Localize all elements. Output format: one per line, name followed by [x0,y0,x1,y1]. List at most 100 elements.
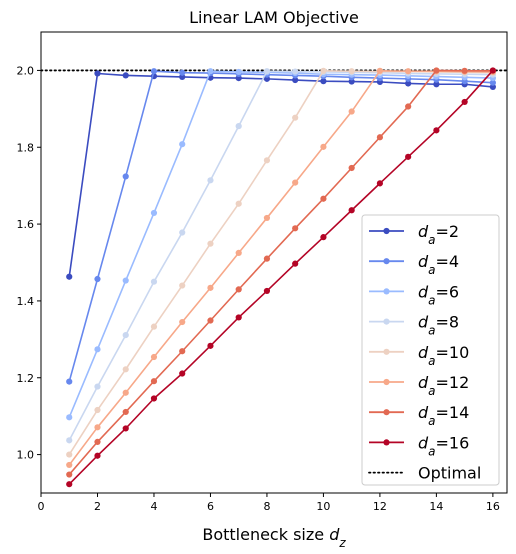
legend-entry: da=14 [369,403,469,428]
data-point [348,68,355,75]
legend-entry: da=6 [369,282,459,307]
data-point [150,278,158,285]
legend-marker [383,409,390,416]
x-axis: 0 2 4 6 8 10 12 14 16 [38,493,500,513]
legend-label: Optimal [418,464,481,483]
data-point [122,332,129,339]
data-point [292,179,299,186]
x-tick-label: 4 [150,500,157,513]
data-point [320,195,327,202]
legend-marker [383,318,390,325]
data-point [292,76,299,84]
data-point [405,68,412,75]
legend-marker [383,348,390,355]
series-line-3 [68,70,493,418]
data-point [66,273,73,280]
data-point [235,68,242,76]
data-point [150,378,158,385]
data-point [94,383,101,390]
legend-label: da=4 [418,252,459,277]
legend-label: da=16 [418,433,469,458]
legend: da=2 da=4 da=6 da=8 da=10 da=12 da=14 da=16 Opti… [361,214,500,486]
data-point [66,461,73,469]
data-point [94,275,101,283]
data-point [235,123,242,130]
data-point [179,370,186,377]
y-tick-label: 2.0 [17,64,35,77]
data-point [150,68,158,75]
x-tick-label: 14 [429,500,443,513]
data-point [320,234,327,241]
data-point [207,284,214,291]
data-point [94,424,101,431]
data-point [179,69,186,76]
data-point [235,200,242,207]
legend-marker [383,439,390,446]
data-point [207,177,214,184]
data-point [122,408,129,416]
x-tick-label: 2 [94,500,101,513]
x-tick-label: 0 [38,500,45,513]
y-tick-label: 1.0 [17,449,35,462]
data-point [94,452,101,459]
data-point [433,127,440,134]
data-point [376,67,384,74]
data-point [122,389,129,396]
data-point [122,366,129,373]
x-tick-label: 16 [486,500,500,513]
data-point [405,80,412,87]
data-point [207,240,214,247]
y-tick-label: 1.4 [17,295,35,308]
legend-entry: da=4 [369,252,459,277]
data-point [348,108,355,115]
data-point [263,287,271,295]
data-point [376,180,384,187]
data-point [405,153,412,160]
data-point [320,67,327,74]
x-axis-label: Bottleneck size dz [202,525,346,550]
plot-frame [40,31,508,494]
data-point [489,67,496,74]
data-point [263,68,271,75]
series-8 [66,67,496,488]
chart-title: Linear LAM Objective [189,8,359,27]
data-point [122,173,129,180]
data-point [179,318,186,326]
series-line-7 [68,69,493,476]
data-point [292,225,299,232]
data-point [235,314,242,321]
legend-marker [383,258,390,265]
data-point [66,481,73,488]
legend-label: da=8 [418,313,459,338]
series-line-8 [68,69,494,485]
y-tick-label: 1.8 [17,141,35,154]
data-point [207,317,214,324]
data-point [122,72,129,79]
legend-marker [383,378,390,386]
plot-area [40,31,508,494]
legend-label: da=12 [418,373,469,398]
data-point [348,164,355,172]
legend-entry: da=8 [369,313,459,338]
legend-label: da=10 [418,343,469,368]
data-point [235,249,242,256]
data-point [94,438,101,446]
data-point [66,437,73,444]
data-point [292,260,299,267]
data-point [207,68,214,75]
data-point [263,255,271,262]
legend-label: da=2 [418,222,459,247]
legend-marker [383,288,390,295]
data-point [292,68,299,75]
data-point [150,353,158,361]
legend-entry: da=10 [369,343,469,368]
series-line-4 [68,70,493,441]
data-point [292,114,299,121]
legend-marker [383,227,390,235]
x-tick-label: 6 [207,500,214,513]
data-point [179,348,186,355]
data-point [179,282,186,289]
data-point [207,342,214,349]
data-point [94,406,101,414]
data-point [66,378,73,385]
